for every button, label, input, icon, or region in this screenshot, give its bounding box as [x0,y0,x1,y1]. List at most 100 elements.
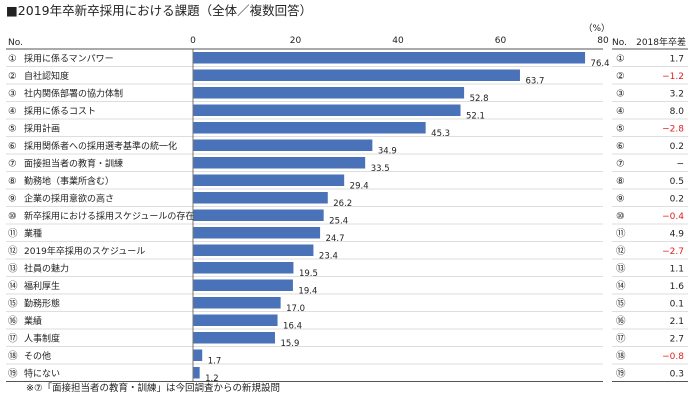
row-number: ⑮ [8,298,18,309]
bar [193,122,426,134]
diff-row-number: ⑱ [616,351,626,362]
row-number: ④ [8,106,17,117]
bar-value-label: 34.9 [378,147,397,157]
row-number: ⑦ [8,158,17,169]
row-label: 企業の採用意欲の高さ [24,192,114,204]
row-label: 勤務形態 [24,297,60,309]
x-tick-label: 20 [290,36,302,46]
unit-label: （%） [583,23,610,34]
bar-value-label: 24.7 [326,234,345,244]
row-label: 特にない [24,367,60,379]
diff-value: 0.5 [670,177,684,187]
row-label: 採用に係るコスト [24,105,96,117]
row-number: ⑭ [8,281,18,292]
row-label: 勤務地（事業所含む） [24,175,114,187]
x-tick-label: 0 [190,36,196,46]
diff-value: − [676,159,684,169]
row-number: ⑤ [8,123,17,134]
diff-row-number: ⑤ [616,123,625,134]
diff-value: 8.0 [670,107,685,117]
diff-value: 3.2 [670,89,684,99]
diff-row-number: ③ [616,88,625,99]
diff-row-number: ⑰ [616,333,626,344]
diff-row-number: ② [616,71,625,82]
diff-value: 1.7 [670,54,684,64]
diff-row-number: ⑮ [616,298,626,309]
bar-value-label: 26.2 [333,199,352,209]
row-number: ⑩ [8,211,17,222]
row-label: 2019年卒採用のスケジュール [24,245,145,257]
row-label: 面接担当者の教育・訓練 [24,157,123,169]
row-label: 採用に係るマンパワー [24,52,114,64]
row-number: ⑰ [8,333,18,344]
bar [193,174,345,186]
row-number: ② [8,71,17,82]
diff-value: 0.1 [670,299,684,309]
diff-value: −1.2 [662,72,684,82]
chart-title: ■2019年卒新卒採用における課題（全体／複数回答） [6,3,312,18]
bar [193,52,586,64]
diff-row-number: ⑭ [616,281,626,292]
diff-row-number: ⑧ [616,176,625,187]
diff-value: 1.6 [670,282,685,292]
bar-value-label: 76.4 [591,59,610,69]
row-number: ⑲ [8,368,18,379]
diff-value: 4.9 [670,229,685,239]
diff-value: 0.2 [670,142,684,152]
diff-value: −0.8 [662,352,684,362]
bar-value-label: 52.8 [470,94,489,104]
diff-row-number: ① [616,53,625,64]
row-label: 自社認知度 [24,70,69,82]
diff-row-number: ⑲ [616,368,626,379]
row-number: ⑫ [8,246,18,257]
diff-row-number: ⑪ [616,228,626,239]
diff-row-number: ⑯ [616,316,626,327]
bar-value-label: 1.7 [208,357,222,367]
bar [193,367,200,379]
chart-rows: ① 採用に係るマンパワー 76.4 ① 1.7② 自社認知度 63.7 ② −1.2③ 社内関係部… [6,48,688,384]
bar-value-label: 19.5 [299,269,318,279]
row-label: 業績 [24,315,42,327]
footnote: ※⑦「面接担当者の教育・訓練」は今回調査からの新規設問 [26,382,280,394]
diff-value: 2.1 [670,317,684,327]
row-label: その他 [24,350,51,362]
row-number: ⑧ [8,176,17,187]
bar [193,279,293,291]
diff-row-number: ⑩ [616,211,625,222]
bar [193,332,275,344]
diff-value: −0.4 [662,212,684,222]
row-label: 業種 [24,227,42,239]
bar-value-label: 45.3 [431,129,450,139]
diff-value: 0.2 [670,194,684,204]
row-label: 社内関係部署の協力体制 [24,87,123,99]
bar-value-label: 52.1 [466,112,485,122]
diff-row-number: ⑦ [616,158,625,169]
bar [193,262,294,274]
row-label: 人事制度 [24,332,60,344]
diff-row-number: ④ [616,106,625,117]
row-label: 社員の魅力 [24,262,69,274]
diff-value: 0.3 [670,369,684,379]
bar [193,297,281,309]
row-label: 採用関係者への採用選考基準の統一化 [24,140,177,152]
bar [193,104,461,116]
bar-value-label: 16.4 [283,322,302,332]
x-tick-label: 80 [597,36,609,46]
bar-value-label: 23.4 [319,252,338,262]
row-label: 採用計画 [24,122,60,134]
bar [193,227,321,239]
bar-value-label: 17.0 [286,304,305,314]
left-header-no: No. [8,38,23,48]
bar-value-label: 63.7 [525,77,544,87]
row-number: ⑨ [8,193,17,204]
bar [193,69,520,81]
row-number: ③ [8,88,17,99]
diff-row-number: ⑥ [616,141,625,152]
bar [193,349,203,361]
row-number: ⑯ [8,316,18,327]
bar [193,87,465,99]
diff-value: 1.1 [670,264,684,274]
x-tick-label: 40 [392,36,404,46]
x-axis-ticks: 0 20 40 60 80 [190,36,609,46]
